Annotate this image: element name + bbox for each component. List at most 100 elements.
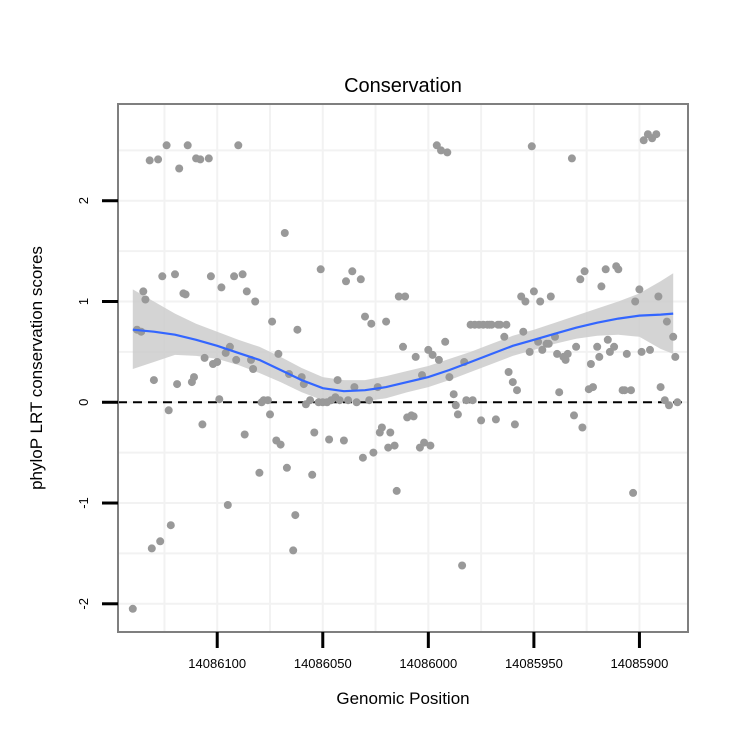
data-point bbox=[399, 342, 407, 351]
data-point bbox=[561, 355, 570, 364]
data-point bbox=[213, 358, 222, 366]
data-point bbox=[477, 416, 486, 425]
data-point bbox=[597, 282, 606, 291]
data-point bbox=[276, 440, 285, 449]
data-point bbox=[175, 164, 184, 173]
data-point bbox=[662, 317, 671, 326]
data-point bbox=[238, 270, 247, 279]
data-point bbox=[232, 355, 241, 364]
data-point bbox=[538, 345, 547, 354]
data-point bbox=[570, 411, 578, 420]
data-point bbox=[325, 435, 334, 444]
data-point bbox=[204, 154, 213, 163]
data-point bbox=[529, 287, 538, 296]
confidence-band-area bbox=[132, 273, 674, 403]
data-point bbox=[656, 383, 665, 392]
data-point bbox=[544, 339, 553, 348]
data-point bbox=[671, 352, 680, 361]
data-point bbox=[553, 349, 562, 358]
data-point bbox=[361, 312, 369, 321]
data-point bbox=[449, 390, 458, 399]
data-point bbox=[536, 297, 545, 306]
data-point bbox=[196, 155, 205, 164]
data-point bbox=[555, 388, 564, 397]
data-point bbox=[350, 383, 359, 392]
data-points bbox=[128, 130, 682, 613]
data-point bbox=[173, 380, 182, 389]
data-point bbox=[158, 272, 167, 281]
data-point bbox=[500, 332, 509, 341]
data-point bbox=[306, 396, 315, 405]
data-point bbox=[441, 337, 450, 346]
data-point bbox=[282, 463, 291, 472]
data-point bbox=[154, 155, 163, 164]
data-point bbox=[268, 317, 277, 326]
data-point bbox=[240, 430, 249, 439]
x-tick-label: 14085900 bbox=[611, 656, 669, 671]
data-point bbox=[652, 130, 661, 139]
data-point bbox=[494, 320, 502, 329]
data-point bbox=[190, 373, 198, 382]
data-point bbox=[145, 156, 154, 165]
data-point bbox=[451, 401, 460, 410]
data-point bbox=[458, 561, 467, 570]
data-point bbox=[384, 443, 393, 452]
data-point bbox=[434, 355, 443, 364]
data-point bbox=[221, 348, 230, 357]
data-point bbox=[669, 332, 678, 341]
data-point bbox=[567, 154, 576, 163]
data-point bbox=[601, 265, 610, 274]
y-tick-label: 1 bbox=[76, 298, 91, 305]
data-point bbox=[428, 350, 437, 359]
data-point bbox=[291, 511, 300, 520]
data-point bbox=[445, 373, 454, 382]
smooth-fit bbox=[132, 312, 674, 393]
data-point bbox=[513, 386, 521, 395]
data-point bbox=[409, 412, 418, 421]
data-point bbox=[289, 546, 298, 555]
data-point bbox=[546, 292, 555, 301]
data-point bbox=[348, 267, 357, 276]
data-point bbox=[631, 297, 640, 306]
data-point bbox=[156, 537, 165, 546]
data-point bbox=[453, 410, 462, 419]
data-point bbox=[344, 396, 353, 405]
data-point bbox=[437, 146, 445, 155]
data-point bbox=[280, 229, 289, 237]
data-point bbox=[342, 277, 350, 286]
data-point bbox=[234, 141, 243, 150]
data-point bbox=[369, 448, 378, 457]
data-point bbox=[217, 283, 226, 292]
smooth-line bbox=[132, 312, 674, 393]
data-point bbox=[665, 401, 673, 410]
data-point bbox=[308, 470, 317, 479]
data-point bbox=[257, 398, 266, 407]
data-point bbox=[510, 420, 519, 429]
data-point bbox=[502, 320, 511, 329]
data-point bbox=[128, 604, 137, 613]
data-point bbox=[468, 396, 477, 405]
data-point bbox=[586, 360, 595, 368]
data-point bbox=[198, 420, 207, 429]
y-tick-label: 0 bbox=[76, 399, 91, 406]
data-point bbox=[293, 325, 302, 334]
data-point bbox=[356, 275, 365, 284]
data-point bbox=[223, 501, 232, 509]
data-point bbox=[230, 272, 239, 281]
data-point bbox=[149, 376, 158, 385]
x-axis-title: Genomic Position bbox=[336, 689, 469, 708]
chart-title: Conservation bbox=[344, 75, 462, 97]
data-point bbox=[527, 142, 536, 151]
data-point bbox=[519, 327, 528, 336]
data-point bbox=[485, 320, 494, 329]
data-point bbox=[206, 272, 215, 281]
data-point bbox=[593, 342, 602, 351]
data-point bbox=[589, 383, 597, 392]
y-tick-label: 2 bbox=[76, 197, 91, 204]
x-tick-label: 14086000 bbox=[399, 656, 457, 671]
data-point bbox=[171, 270, 179, 279]
data-point bbox=[147, 544, 156, 553]
data-point bbox=[420, 438, 429, 447]
data-point bbox=[595, 352, 604, 361]
data-point bbox=[563, 349, 572, 358]
